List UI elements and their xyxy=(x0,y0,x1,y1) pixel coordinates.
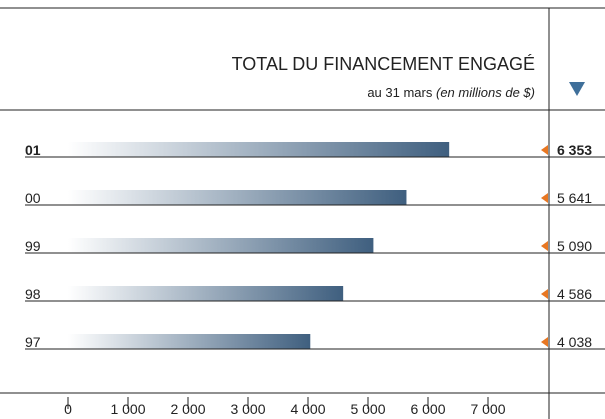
value-label: 5 090 xyxy=(557,238,592,254)
x-tick-label: 4 000 xyxy=(290,401,325,417)
value-label: 4 038 xyxy=(557,334,592,350)
x-tick-label: 2 000 xyxy=(170,401,205,417)
bar xyxy=(68,190,407,205)
x-tick-label: 3 000 xyxy=(230,401,265,417)
x-tick-label: 6 000 xyxy=(410,401,445,417)
category-label: 01 xyxy=(25,142,41,158)
category-label: 98 xyxy=(25,286,41,302)
value-marker xyxy=(541,337,548,347)
subtitle-note: (en millions de $) xyxy=(436,85,535,100)
chart-title: TOTAL DU FINANCEMENT ENGAGÉ xyxy=(232,54,535,74)
category-label: 97 xyxy=(25,334,41,350)
bar xyxy=(68,238,374,253)
subtitle: au 31 mars (en millions de $) xyxy=(367,85,535,100)
bar xyxy=(68,334,311,349)
sort-icon xyxy=(569,82,585,96)
value-marker xyxy=(541,289,548,299)
subtitle-main: au 31 mars xyxy=(367,85,433,100)
x-tick-label: 0 xyxy=(64,401,72,417)
value-marker xyxy=(541,145,548,155)
x-tick-label: 7 000 xyxy=(470,401,505,417)
value-label: 5 641 xyxy=(557,190,592,206)
bar xyxy=(68,142,450,157)
value-label: 4 586 xyxy=(557,286,592,302)
x-tick-label: 5 000 xyxy=(350,401,385,417)
category-label: 99 xyxy=(25,238,41,254)
category-label: 00 xyxy=(25,190,41,206)
value-marker xyxy=(541,241,548,251)
bar xyxy=(68,286,344,301)
value-marker xyxy=(541,193,548,203)
value-label: 6 353 xyxy=(557,142,592,158)
x-tick-label: 1 000 xyxy=(110,401,145,417)
